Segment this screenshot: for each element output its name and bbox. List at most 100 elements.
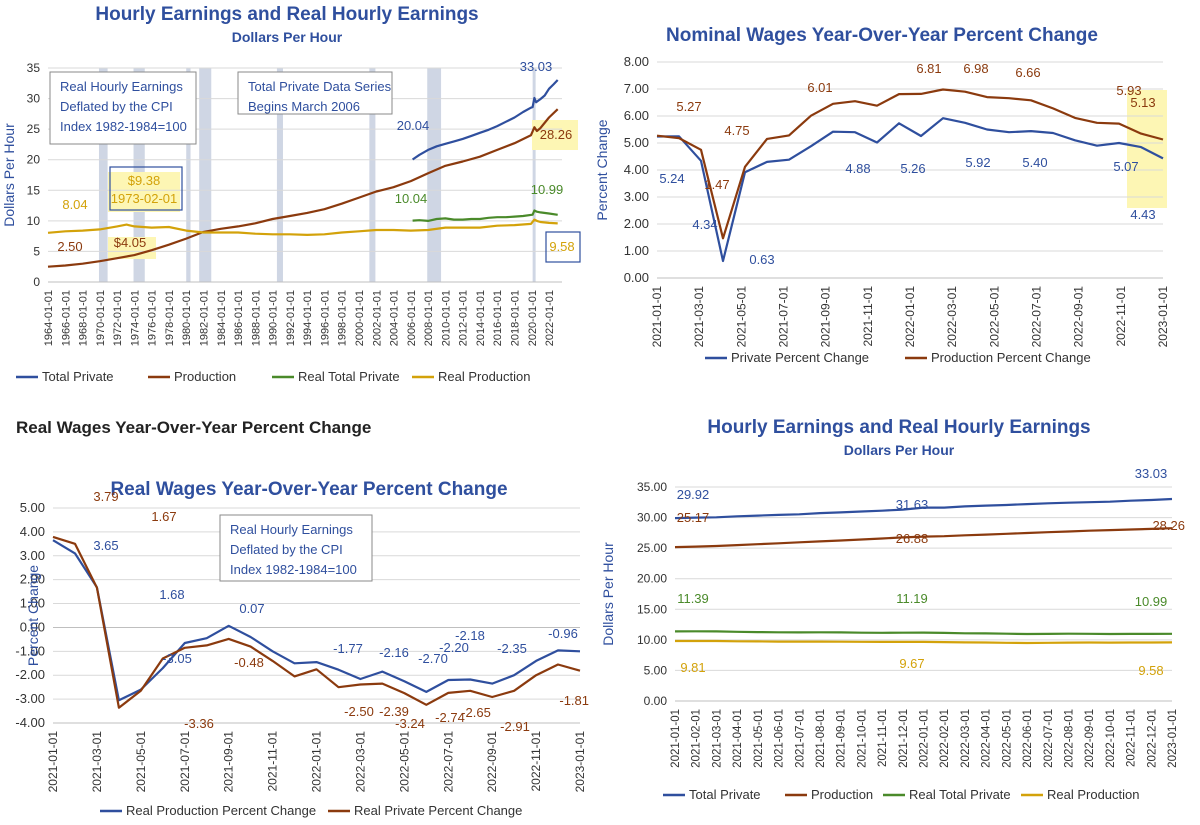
data-label: $4.05 bbox=[114, 235, 147, 250]
x-tick-label: 1986-01-01 bbox=[233, 290, 245, 346]
data-label: 31.63 bbox=[896, 497, 929, 512]
x-tick-label: 2021-05-01 bbox=[134, 731, 148, 793]
y-tick-label: 5.00 bbox=[624, 135, 649, 150]
y-tick-label: 6.00 bbox=[624, 108, 649, 123]
x-tick-label: 2022-11-01 bbox=[1114, 286, 1128, 347]
note-text: Deflated by the CPI bbox=[60, 99, 173, 114]
y-tick-label: 10.00 bbox=[637, 633, 667, 647]
recession-band bbox=[186, 68, 191, 282]
x-tick-label: 1992-01-01 bbox=[285, 290, 297, 346]
nominal-wages-yoy-chart: Nominal Wages Year-Over-Year Percent Cha… bbox=[595, 25, 1170, 365]
series-line-real-production bbox=[47, 218, 558, 236]
data-label: 10.99 bbox=[1135, 594, 1168, 609]
x-tick-label: 2018-01-01 bbox=[509, 290, 521, 346]
x-tick-label: 2021-07-01 bbox=[178, 731, 192, 793]
data-label: 29.92 bbox=[677, 487, 710, 502]
data-label: 11.19 bbox=[896, 591, 928, 606]
legend-label: Total Private bbox=[689, 787, 761, 802]
data-label: 10.04 bbox=[395, 191, 428, 206]
y-tick-label: 3.00 bbox=[20, 548, 45, 563]
data-label: -1.77 bbox=[333, 641, 363, 656]
y-tick-label: 5 bbox=[33, 244, 40, 258]
note-text: Real Hourly Earnings bbox=[60, 79, 183, 94]
legend-label: Real Production Percent Change bbox=[126, 803, 316, 818]
x-tick-label: 2022-10-01 bbox=[1105, 709, 1117, 768]
x-tick-label: 2021-08-01 bbox=[815, 709, 827, 768]
y-tick-label: 4.00 bbox=[624, 162, 649, 177]
data-label: -0.48 bbox=[234, 655, 264, 670]
x-tick-label: 1998-01-01 bbox=[337, 290, 349, 346]
x-tick-label: 2023-01-01 bbox=[573, 731, 587, 793]
x-tick-label: 2006-01-01 bbox=[406, 290, 418, 346]
legend-label: Production bbox=[811, 787, 873, 802]
chart-subtitle: Dollars Per Hour bbox=[232, 29, 343, 45]
recession-band bbox=[199, 68, 212, 282]
y-tick-label: 35.00 bbox=[637, 480, 667, 494]
y-tick-label: 25 bbox=[27, 122, 41, 136]
x-tick-label: 2021-05-01 bbox=[753, 709, 765, 768]
highlight-box bbox=[532, 120, 578, 150]
x-tick-label: 1970-01-01 bbox=[95, 290, 107, 346]
data-label: 1973-02-01 bbox=[111, 191, 178, 206]
x-tick-label: 2016-01-01 bbox=[492, 290, 504, 346]
x-tick-label: 1968-01-01 bbox=[78, 290, 90, 346]
x-tick-label: 1990-01-01 bbox=[268, 290, 280, 346]
data-label: -3.36 bbox=[184, 716, 214, 731]
y-tick-label: -2.00 bbox=[15, 667, 45, 682]
y-tick-label: 30 bbox=[27, 92, 41, 106]
series-line-real-total-private bbox=[412, 209, 558, 222]
data-label: -2.35 bbox=[497, 641, 527, 656]
note-box bbox=[219, 514, 373, 582]
data-label: 9.58 bbox=[1138, 663, 1163, 678]
recession-band bbox=[427, 68, 442, 282]
y-tick-label: 5.00 bbox=[20, 500, 45, 515]
data-label: 9.81 bbox=[680, 660, 705, 675]
data-label: 5.24 bbox=[659, 171, 684, 186]
x-tick-label: 2022-03-01 bbox=[353, 731, 367, 793]
series-line-production bbox=[47, 108, 559, 268]
y-tick-label: 15 bbox=[27, 183, 41, 197]
data-label: 1.68 bbox=[159, 587, 184, 602]
x-tick-label: 2012-01-01 bbox=[458, 290, 470, 346]
x-tick-label: 2022-05-01 bbox=[1001, 709, 1013, 768]
series-line-total-private bbox=[411, 79, 559, 161]
data-label: -2.16 bbox=[379, 645, 409, 660]
data-label: 6.81 bbox=[916, 61, 941, 76]
legend-label: Real Production bbox=[438, 369, 531, 384]
y-tick-label: 1.00 bbox=[624, 243, 649, 258]
data-label: 5.93 bbox=[1116, 83, 1141, 98]
legend-label: Production Percent Change bbox=[931, 350, 1091, 365]
x-tick-label: 2022-04-01 bbox=[981, 709, 993, 768]
data-label: -2.91 bbox=[500, 719, 530, 734]
data-label: -2.20 bbox=[439, 640, 469, 655]
x-tick-label: 2021-12-01 bbox=[898, 709, 910, 768]
data-label: -3.05 bbox=[162, 651, 192, 666]
hourly-earnings-longrun-chart: Hourly Earnings and Real Hourly Earnings… bbox=[1, 4, 581, 384]
data-label: 8.04 bbox=[62, 197, 87, 212]
x-tick-label: 2021-07-01 bbox=[777, 286, 791, 348]
data-label: 9.58 bbox=[549, 239, 574, 254]
data-label: 9.67 bbox=[899, 656, 924, 671]
data-label: 6.01 bbox=[807, 80, 832, 95]
y-tick-label: 8.00 bbox=[624, 54, 649, 69]
data-label: -2.18 bbox=[455, 628, 485, 643]
y-tick-label: 10 bbox=[27, 214, 41, 228]
x-tick-label: 2021-03-01 bbox=[711, 709, 723, 768]
series-line-total-private bbox=[674, 497, 1173, 520]
data-label: 1.47 bbox=[704, 177, 729, 192]
y-tick-label: 30.00 bbox=[637, 511, 667, 525]
data-label: -2.50 bbox=[344, 704, 374, 719]
recession-band bbox=[532, 68, 536, 282]
data-label: 5.07 bbox=[1113, 159, 1138, 174]
note-text: Index 1982-1984=100 bbox=[230, 562, 357, 577]
data-label: 11.39 bbox=[677, 591, 709, 606]
y-tick-label: 20 bbox=[27, 153, 41, 167]
x-tick-label: 1982-01-01 bbox=[198, 290, 210, 346]
x-tick-label: 2021-09-01 bbox=[836, 709, 848, 768]
series-line-private-percent-change bbox=[656, 117, 1164, 263]
x-tick-label: 1966-01-01 bbox=[60, 290, 72, 346]
callout-box bbox=[545, 231, 581, 263]
series-line-real-production bbox=[675, 639, 1173, 645]
legend-label: Real Private Percent Change bbox=[354, 803, 522, 818]
data-label: -2.39 bbox=[379, 704, 409, 719]
